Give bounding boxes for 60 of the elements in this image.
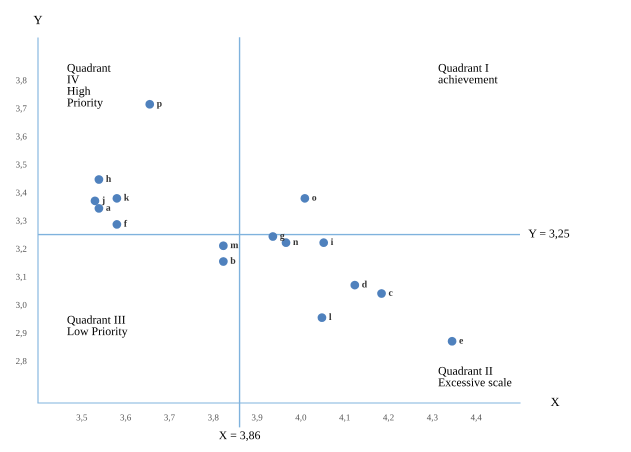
- ref-line-label: Y = 3,25: [528, 230, 570, 240]
- data-label: a: [106, 206, 111, 211]
- data-label: g: [280, 234, 285, 241]
- point: [94, 204, 104, 213]
- x-tick-label: 3,6: [120, 414, 132, 422]
- point: [448, 336, 456, 346]
- y-tick-label: 3,5: [16, 162, 27, 169]
- data-label: m: [230, 244, 238, 248]
- x-tick-label: 3,5: [76, 414, 88, 422]
- data-label: b: [230, 257, 236, 264]
- point: [318, 313, 326, 322]
- point: [218, 257, 228, 266]
- y-tick-label: 3,8: [16, 77, 27, 85]
- y-tick-label: 3,6: [16, 133, 27, 141]
- data-label: e: [459, 339, 464, 344]
- annotation: Quadrant III Low Priority: [67, 315, 128, 338]
- x-tick-label: 4,3: [426, 414, 438, 422]
- point: [377, 289, 386, 298]
- data-label: k: [124, 194, 130, 201]
- x-tick-label: 4,4: [470, 414, 482, 422]
- x-tick-label: 3,7: [164, 414, 175, 422]
- data-label: h: [106, 175, 112, 182]
- point: [319, 238, 328, 248]
- data-label: l: [329, 313, 332, 320]
- y-tick-label: 3,2: [16, 246, 26, 254]
- data-label: n: [293, 240, 298, 246]
- data-label: i: [330, 238, 334, 246]
- y-tick-label: 2,8: [16, 358, 27, 366]
- point: [300, 194, 310, 203]
- y-tick-label: 3,1: [16, 274, 26, 282]
- y-tick-label: 3,7: [16, 105, 27, 113]
- point: [145, 100, 154, 109]
- y-tick-label: 3,0: [16, 302, 27, 310]
- point: [94, 175, 104, 184]
- x-tick-label: 4,0: [295, 414, 306, 422]
- annotation: Quadrant IV High Priority: [67, 64, 111, 109]
- data-label: c: [388, 291, 393, 296]
- x-tick-label: 3,9: [252, 414, 262, 422]
- point: [112, 220, 122, 229]
- y-tick-label: 3,3: [16, 218, 27, 226]
- data-label: o: [312, 196, 316, 201]
- y-tick-label: 2,9: [16, 330, 27, 338]
- point: [218, 241, 228, 250]
- point: [112, 194, 122, 203]
- y-tick-label: 3,4: [16, 190, 27, 197]
- point: [350, 280, 360, 290]
- data-label: f: [124, 220, 128, 227]
- y-axis-title: Y: [34, 16, 42, 24]
- data-label: d: [362, 280, 368, 288]
- x-tick-label: 4,2: [383, 414, 394, 422]
- data-label: p: [156, 102, 162, 109]
- annotation: Quadrant I achievement: [438, 64, 498, 84]
- point: [268, 232, 278, 241]
- data-label: j: [102, 196, 105, 206]
- x-tick-label: 4,1: [339, 414, 350, 422]
- point: [90, 196, 100, 206]
- ref-line-label: X = 3,86: [218, 431, 260, 441]
- x-axis-title: X: [550, 398, 560, 406]
- annotation: Quadrant II Excessive scale: [438, 366, 512, 386]
- x-tick-label: 3,8: [208, 414, 219, 422]
